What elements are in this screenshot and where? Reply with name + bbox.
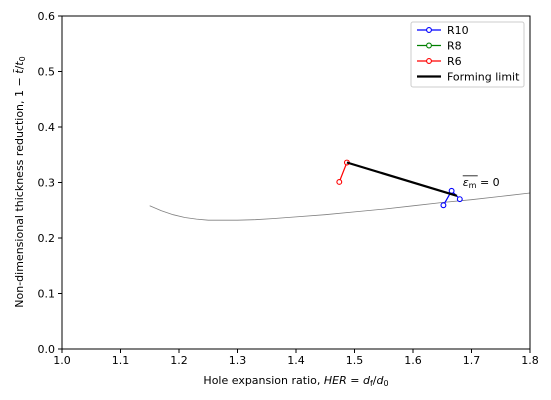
series-line-3 (346, 161, 458, 197)
legend-label-3: Forming limit (447, 71, 520, 84)
x-tick-label-1: 1.1 (112, 354, 130, 367)
y-tick-label-0: 0.0 (38, 343, 56, 356)
y-tick-label-6: 0.6 (38, 10, 56, 23)
annotation-text: εm = 0 (463, 176, 500, 190)
series-line-2 (338, 162, 348, 183)
legend-marker-1 (426, 42, 432, 49)
reference-curve (149, 192, 531, 221)
series-point-0-2 (456, 196, 463, 203)
series-point-0-1 (448, 187, 455, 194)
x-tick-label-2: 1.2 (170, 354, 188, 367)
x-tick-label-5: 1.5 (346, 354, 364, 367)
x-tick-label-4: 1.4 (287, 354, 305, 367)
series-point-0-0 (440, 202, 447, 209)
y-axis-label: Non-dimensional thickness reduction, 1 −… (13, 56, 27, 307)
x-tick-label-8: 1.8 (521, 354, 539, 367)
series-point-2-0 (336, 178, 343, 185)
legend: R10 R8 R6 Forming limit (410, 21, 525, 88)
x-axis-ticks: 1.0 1.1 1.2 1.3 1.4 1.5 1.6 1.7 1.8 (53, 349, 539, 367)
x-tick-label-7: 1.7 (463, 354, 481, 367)
x-tick-label-0: 1.0 (53, 354, 71, 367)
legend-label-1: R8 (447, 40, 462, 53)
legend-label-0: R10 (447, 24, 469, 37)
legend-marker-0 (426, 27, 432, 33)
x-tick-label-3: 1.3 (229, 354, 247, 367)
y-axis-ticks: 0.0 0.1 0.2 0.3 0.4 0.5 0.6 (38, 10, 62, 356)
legend-box (410, 21, 525, 88)
legend-marker-2 (426, 58, 432, 64)
y-tick-label-3: 0.3 (38, 177, 56, 190)
y-tick-label-5: 0.5 (38, 66, 56, 79)
y-tick-label-2: 0.2 (38, 232, 56, 245)
y-tick-label-1: 0.1 (38, 288, 56, 301)
legend-label-2: R6 (447, 55, 462, 68)
y-tick-label-4: 0.4 (38, 121, 56, 134)
x-axis-label: Hole expansion ratio, HER = df/d0 (203, 374, 388, 388)
annotation: εm = 0 (462, 175, 500, 190)
x-tick-label-6: 1.6 (404, 354, 422, 367)
